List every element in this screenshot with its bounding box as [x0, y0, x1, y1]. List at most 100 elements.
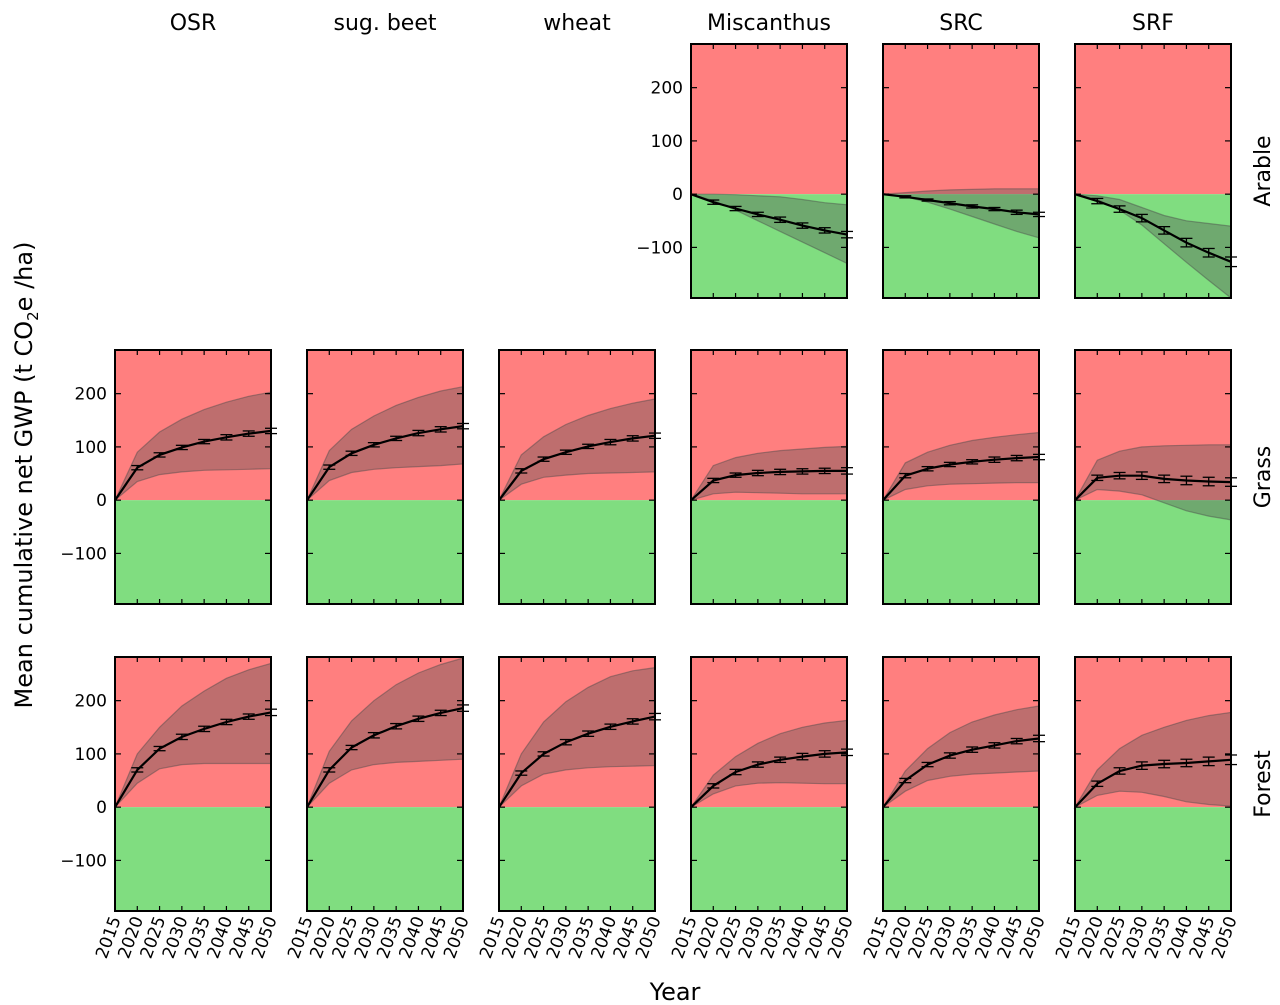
- y-tick-label: 200: [75, 692, 107, 712]
- y-axis-title-post: e /ha): [10, 242, 38, 312]
- error-bar-2035: [774, 468, 787, 476]
- negative-region: [115, 807, 271, 911]
- error-bar-2045: [1010, 209, 1023, 216]
- y-tick-label: 200: [75, 385, 107, 405]
- panel-frame: [882, 43, 1040, 299]
- column-titles: OSR sug. beet wheat Miscanthus SRC SRF: [170, 11, 1174, 36]
- error-bar-2040: [1180, 475, 1193, 486]
- negative-region: [883, 807, 1039, 911]
- column-title-miscanthus: Miscanthus: [707, 11, 831, 36]
- panel-grass-osr: 200 100 0 −100: [60, 349, 277, 605]
- positive-region: [691, 44, 847, 195]
- error-bar-2040: [220, 718, 233, 726]
- panel-grass-sug-beet: [306, 349, 469, 605]
- panel-frame: [498, 349, 656, 605]
- y-tick-label: −100: [60, 544, 107, 564]
- error-bar-2035: [966, 204, 979, 209]
- error-bar-2030: [1135, 213, 1148, 223]
- x-axis-title: Year: [649, 978, 701, 1005]
- panel-grass-srf: [1073, 349, 1237, 605]
- panel-frame: [498, 656, 656, 912]
- error-bar-2020: [323, 767, 336, 773]
- panel-grass-src: [881, 349, 1045, 605]
- error-bar-2040: [1180, 758, 1193, 768]
- error-bar-2045: [242, 713, 255, 720]
- error-bar-2040: [988, 456, 1001, 464]
- y-axis-title-sub: 2: [24, 311, 42, 321]
- error-bar-2035: [774, 756, 787, 764]
- error-bar-2025: [1113, 767, 1126, 775]
- error-bar-2040: [796, 222, 809, 229]
- positive-region: [499, 657, 655, 808]
- error-bar-2020: [899, 195, 912, 199]
- error-bar-2025: [537, 456, 550, 462]
- positive-region: [115, 350, 271, 501]
- positive-region: [307, 657, 463, 808]
- error-bar-2045: [1010, 737, 1023, 745]
- error-bar-2025: [345, 450, 358, 457]
- mean-line: [882, 455, 1040, 501]
- error-bar-2045: [242, 430, 255, 437]
- error-bar-2035: [198, 438, 211, 445]
- row-title-arable: Arable: [1251, 135, 1276, 206]
- negative-region: [499, 807, 655, 911]
- panel-grid: 200 100 0 −100 200 100 0 −100 200 100 0 −100 2015202…: [60, 43, 1242, 961]
- negative-region: [691, 194, 847, 298]
- error-bar-2030: [943, 461, 956, 468]
- panel-frame: [306, 349, 464, 605]
- error-bar-2045: [434, 709, 447, 717]
- y-tick-label: 0: [96, 491, 107, 511]
- panel-grass-wheat: [498, 349, 661, 605]
- panel-frame: [1074, 349, 1232, 605]
- panel-frame: [114, 349, 272, 605]
- error-bar-2045: [434, 426, 447, 433]
- error-bar-2030: [559, 738, 572, 746]
- error-bar-2030: [751, 469, 764, 477]
- error-bar-2040: [988, 206, 1001, 212]
- mean-line: [690, 193, 848, 236]
- error-bar-2030: [1135, 761, 1148, 771]
- column-title-sug-beet: sug. beet: [333, 11, 436, 36]
- y-tick-label: 100: [75, 745, 107, 765]
- error-bar-2020: [1091, 197, 1104, 205]
- error-bar-2020: [707, 477, 720, 484]
- error-bar-2025: [153, 745, 166, 752]
- mean-line: [690, 469, 847, 502]
- error-bar-2045: [1202, 247, 1215, 258]
- error-bar-2030: [367, 731, 380, 739]
- negative-region: [691, 500, 847, 604]
- y-tick-label: 0: [672, 185, 683, 205]
- error-bar-2020: [707, 199, 720, 205]
- error-bar-2020: [515, 468, 528, 474]
- y-tick-label: 0: [96, 798, 107, 818]
- column-title-srf: SRF: [1132, 11, 1174, 36]
- error-bar-2020: [131, 767, 144, 773]
- error-bar-2040: [412, 429, 425, 437]
- panel-arable-srf: [1074, 43, 1237, 300]
- error-bar-2030: [175, 733, 188, 741]
- negative-region: [307, 807, 463, 911]
- error-bar-2030: [367, 442, 380, 448]
- row-title-grass: Grass: [1251, 446, 1276, 509]
- error-bar-2020: [1091, 780, 1104, 788]
- error-bar-2025: [537, 751, 550, 757]
- error-bar-2045: [818, 227, 831, 234]
- error-bar-2030: [751, 761, 764, 768]
- panel-frame: [306, 656, 464, 912]
- column-title-wheat: wheat: [543, 11, 611, 36]
- negative-region: [307, 500, 463, 604]
- error-bar-2045: [1202, 756, 1215, 767]
- error-bar-2035: [582, 443, 595, 450]
- panel-arable-src: [882, 43, 1045, 299]
- negative-region: [115, 500, 271, 604]
- error-bar-2040: [604, 438, 617, 446]
- positive-region: [691, 350, 847, 501]
- error-bar-2035: [1158, 759, 1171, 769]
- y-tick-label: 100: [651, 132, 683, 152]
- y-tick-label: 100: [75, 438, 107, 458]
- error-bar-2040: [796, 468, 809, 475]
- error-bar-2025: [153, 452, 166, 458]
